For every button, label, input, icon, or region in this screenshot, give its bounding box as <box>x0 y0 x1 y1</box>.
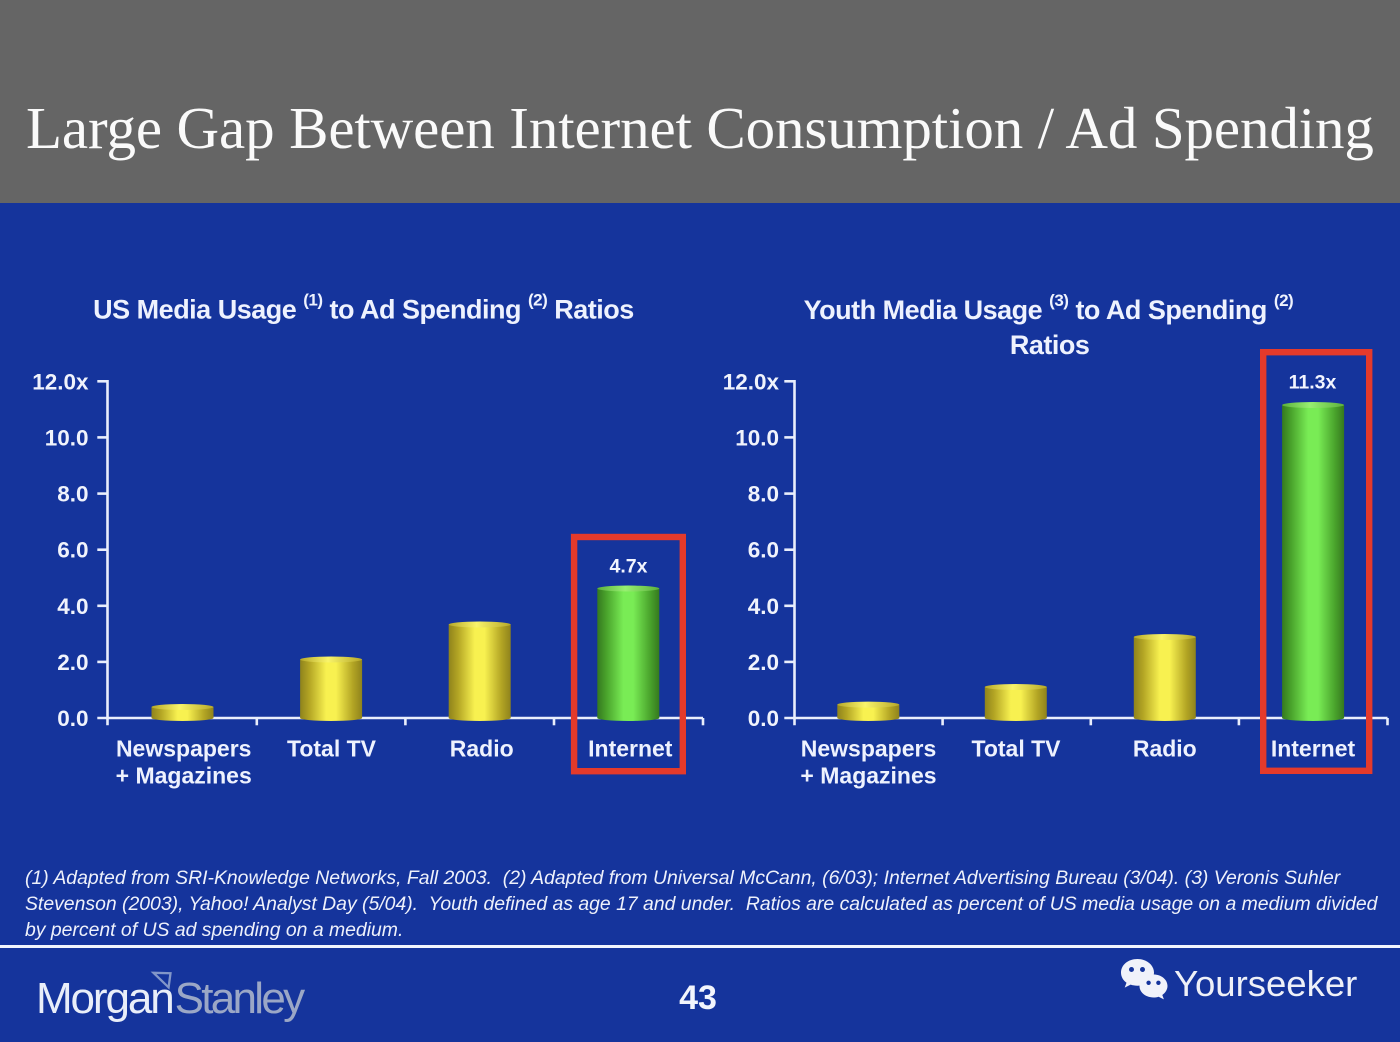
svg-text:2.0: 2.0 <box>748 650 779 675</box>
svg-text:0.0: 0.0 <box>748 706 779 731</box>
svg-text:8.0: 8.0 <box>57 482 88 507</box>
svg-text:11.3x: 11.3x <box>1289 372 1337 394</box>
svg-text:4.7x: 4.7x <box>610 556 648 578</box>
svg-text:12.0x: 12.0x <box>723 369 780 394</box>
svg-text:4.0: 4.0 <box>748 594 779 619</box>
svg-text:Youth Media Usage (3) to Ad Sp: Youth Media Usage (3) to Ad Spending (2) <box>804 291 1294 325</box>
svg-text:0.0: 0.0 <box>57 706 88 731</box>
svg-text:6.0: 6.0 <box>57 538 88 563</box>
svg-text:Total TV: Total TV <box>287 736 377 762</box>
svg-text:Total TV: Total TV <box>971 736 1061 762</box>
svg-text:+ Magazines: + Magazines <box>116 763 252 789</box>
svg-text:6.0: 6.0 <box>748 538 779 563</box>
svg-text:Internet: Internet <box>588 736 673 762</box>
svg-text:Radio: Radio <box>450 736 514 762</box>
svg-text:2.0: 2.0 <box>57 650 88 675</box>
svg-text:Radio: Radio <box>1133 736 1197 762</box>
svg-text:Newspapers: Newspapers <box>801 736 937 762</box>
svg-text:Internet: Internet <box>1271 736 1356 762</box>
svg-text:8.0: 8.0 <box>748 482 779 507</box>
svg-text:US Media Usage (1) to Ad Spend: US Media Usage (1) to Ad Spending (2) Ra… <box>93 291 634 325</box>
svg-text:Ratios: Ratios <box>1010 330 1090 360</box>
svg-text:10.0: 10.0 <box>45 425 89 450</box>
svg-text:Newspapers: Newspapers <box>116 736 252 762</box>
svg-text:10.0: 10.0 <box>735 425 779 450</box>
svg-text:4.0: 4.0 <box>57 594 88 619</box>
svg-text:+ Magazines: + Magazines <box>800 763 936 789</box>
svg-text:12.0x: 12.0x <box>32 369 89 394</box>
